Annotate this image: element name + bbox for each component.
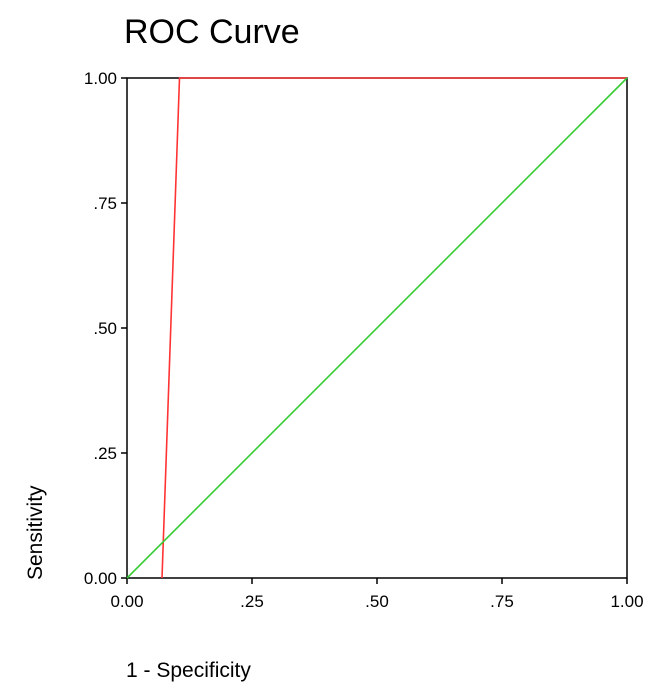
- series-line-1: [126, 77, 628, 579]
- x-tick-label: .50: [365, 592, 389, 611]
- y-axis-label: Sensitivity: [24, 485, 47, 580]
- x-tick-label: .75: [490, 592, 514, 611]
- series-line-0: [161, 77, 627, 579]
- y-tick-label: .25: [93, 444, 117, 463]
- y-tick-label: 0.00: [84, 569, 117, 588]
- x-axis-label: 1 - Specificity: [126, 659, 251, 682]
- x-axis-ticks: 0.00 .25 .50 .75 1.00: [110, 578, 644, 611]
- x-tick-label: 0.00: [110, 592, 143, 611]
- chart-title: ROC Curve: [124, 13, 300, 51]
- x-tick-label: 1.00: [610, 592, 643, 611]
- x-tick-label: .25: [240, 592, 264, 611]
- y-tick-label: .50: [93, 319, 117, 338]
- series-layer: [126, 77, 628, 579]
- y-axis-ticks: 0.00 .25 .50 .75 1.00: [84, 69, 127, 588]
- y-tick-label: .75: [93, 194, 117, 213]
- y-tick-label: 1.00: [84, 69, 117, 88]
